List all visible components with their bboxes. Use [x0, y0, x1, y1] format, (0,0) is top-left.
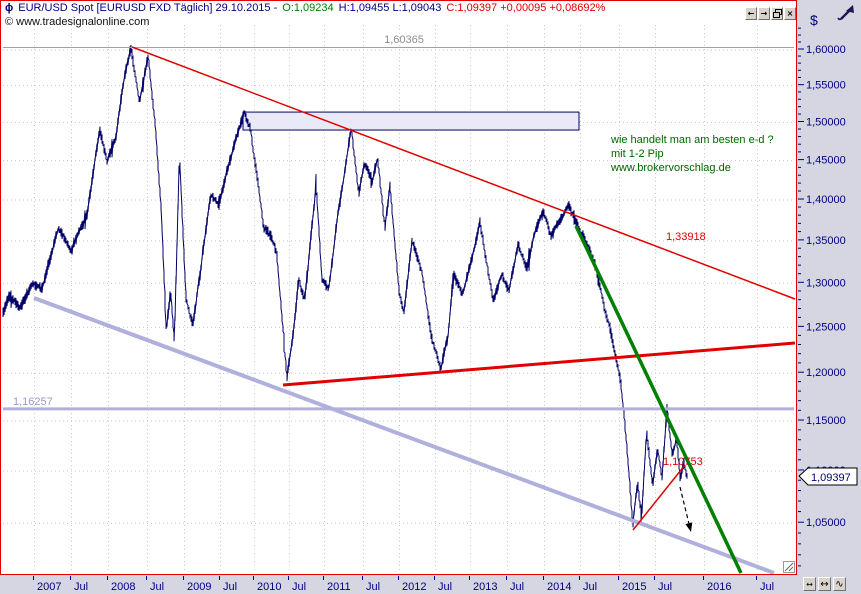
- current-price-tag: 1,09397: [798, 467, 858, 486]
- time-axis-toolbar: ↔ ↔ ∿: [803, 577, 846, 591]
- close-button[interactable]: ×: [784, 7, 796, 20]
- restore-window-icon: [772, 9, 782, 18]
- falling-resistance-trendline[interactable]: [131, 46, 796, 300]
- svg-text:1,40000: 1,40000: [806, 194, 846, 206]
- high-low-quote: H:1,09455 L:1,09043: [338, 2, 442, 14]
- svg-text:1,30000: 1,30000: [806, 277, 846, 289]
- copyright-text: © www.tradesignalonline.com: [5, 16, 150, 28]
- svg-text:2009: 2009: [187, 581, 211, 593]
- price-series-line: [2, 44, 688, 528]
- svg-text:1,35000: 1,35000: [806, 235, 846, 247]
- svg-text:2013: 2013: [473, 581, 497, 593]
- svg-text:1,50000: 1,50000: [806, 117, 846, 129]
- analyst-note-line2: mit 1-2 Pip: [611, 148, 664, 160]
- compress-scale-button[interactable]: ↔: [803, 577, 816, 591]
- instrument-pin-icon[interactable]: ɸ: [5, 2, 14, 14]
- analyst-note-line3: www.brokervorschlag.de: [611, 162, 731, 174]
- svg-text:2011: 2011: [327, 581, 351, 593]
- svg-text:1,60000: 1,60000: [806, 44, 846, 56]
- trendline-value-label[interactable]: 1,33918: [666, 231, 706, 243]
- chart-title-bar: ɸ EUR/USD Spot [EURUSD FXD Täglich] 29.10…: [5, 2, 610, 14]
- mouse-cursor-icon: [837, 5, 854, 21]
- window-controls: ← → ×: [745, 7, 796, 20]
- price-axis-scale[interactable]: 1,60000 1,55000 1,50000 1,45000 1,40000 1,350…: [797, 0, 861, 575]
- svg-text:2007: 2007: [37, 581, 61, 593]
- rising-support-line[interactable]: [282, 341, 796, 387]
- analyst-note: wie handelt man am besten e-d ? mit 1-2 …: [611, 133, 774, 175]
- price-axis-currency[interactable]: $: [810, 12, 818, 28]
- svg-text:1,25000: 1,25000: [806, 321, 846, 333]
- svg-text:Jul: Jul: [292, 581, 306, 593]
- svg-text:Jul: Jul: [583, 581, 597, 593]
- svg-text:2016: 2016: [707, 581, 731, 593]
- forward-button[interactable]: →: [758, 7, 770, 20]
- resistance-zone: [242, 111, 580, 131]
- svg-text:1,09397: 1,09397: [811, 472, 851, 484]
- svg-text:Jul: Jul: [760, 581, 774, 593]
- open-quote: O:1,09234: [282, 2, 334, 14]
- svg-text:Jul: Jul: [658, 581, 672, 593]
- svg-text:Jul: Jul: [223, 581, 237, 593]
- minor-rising-wedge-line[interactable]: [632, 464, 686, 531]
- svg-text:Jul: Jul: [510, 581, 524, 593]
- svg-text:1,05000: 1,05000: [806, 517, 846, 529]
- time-axis-scale[interactable]: 2007 Jul 2008 Jul 2009 Jul 2010 Jul 2011 Jul 2012 J…: [0, 575, 861, 594]
- steep-downtrend-line[interactable]: [574, 225, 743, 574]
- line-style-button[interactable]: ∿: [833, 577, 846, 591]
- price-chart-canvas: [2, 25, 796, 574]
- price-axis[interactable]: 1,60000 1,55000 1,50000 1,45000 1,40000 1,350…: [797, 0, 861, 575]
- plot-area: ɸ EUR/USD Spot [EURUSD FXD Täglich] 29.10…: [0, 0, 797, 575]
- svg-text:Jul: Jul: [150, 581, 164, 593]
- instrument-title: EUR/USD Spot [EURUSD FXD Täglich] 29.10.…: [18, 2, 278, 14]
- back-button[interactable]: ←: [745, 7, 757, 20]
- svg-text:2010: 2010: [257, 581, 281, 593]
- analyst-note-line1: wie handelt man am besten e-d ?: [611, 134, 774, 146]
- svg-text:1,15000: 1,15000: [806, 415, 846, 427]
- close-quote: C:1,09397 +0,00095 +0,08692%: [446, 2, 606, 14]
- breakdown-arrow-head: [685, 522, 693, 532]
- svg-text:2015: 2015: [622, 581, 646, 593]
- svg-text:2008: 2008: [111, 581, 135, 593]
- svg-text:1,55000: 1,55000: [806, 80, 846, 92]
- svg-text:Jul: Jul: [366, 581, 380, 593]
- long-term-channel-support[interactable]: [33, 296, 775, 574]
- svg-text:1,45000: 1,45000: [806, 155, 846, 167]
- expand-scale-button[interactable]: ↔: [818, 577, 831, 591]
- time-axis[interactable]: 2007 Jul 2008 Jul 2009 Jul 2010 Jul 2011 Jul 2012 J…: [0, 575, 861, 594]
- restore-window-button[interactable]: [771, 7, 783, 20]
- svg-text:2012: 2012: [402, 581, 426, 593]
- svg-text:1,20000: 1,20000: [806, 367, 846, 379]
- svg-text:Jul: Jul: [74, 581, 88, 593]
- breakdown-arrow-shaft: [679, 486, 690, 524]
- wedge-value-label[interactable]: 1,10753: [663, 456, 703, 468]
- level-label-160365[interactable]: 1,60365: [384, 34, 424, 46]
- level-label-116257[interactable]: 1,16257: [13, 396, 53, 408]
- svg-text:2014: 2014: [547, 581, 571, 593]
- svg-text:Jul: Jul: [438, 581, 452, 593]
